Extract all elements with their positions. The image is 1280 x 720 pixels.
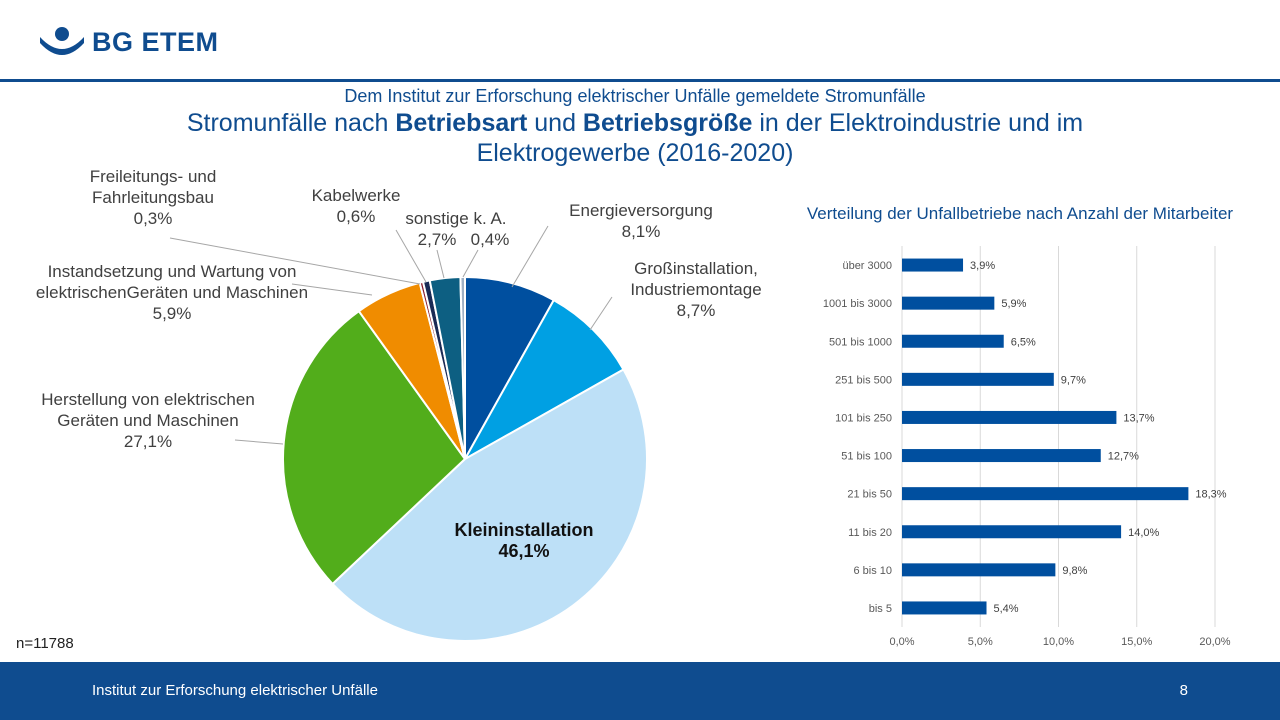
- x-tick-label: 0,0%: [889, 636, 914, 648]
- bar-value-label: 5,9%: [1001, 298, 1026, 310]
- pie-slice-label: sonstige 2,7%: [392, 208, 482, 250]
- y-category-label: 51 bis 100: [841, 451, 892, 463]
- title-part: und: [527, 109, 583, 137]
- bar-value-label: 9,8%: [1062, 565, 1087, 577]
- pie-slice-name: Kabelwerke: [311, 186, 401, 205]
- y-category-label: 101 bis 250: [835, 412, 892, 424]
- leader-line: [169, 237, 421, 285]
- leader-line: [395, 229, 427, 283]
- bar: [902, 563, 1056, 577]
- title-part: Stromunfälle nach: [186, 109, 396, 137]
- sample-size-label: n=11788: [16, 635, 74, 652]
- leader-line: [291, 283, 373, 296]
- pie-slice-label: Kabelwerke 0,6%: [296, 185, 416, 227]
- bar: [902, 410, 1117, 424]
- bar: [902, 525, 1122, 539]
- pie-slice-value: 46,1%: [498, 541, 550, 561]
- bar: [902, 258, 964, 272]
- bar: [902, 449, 1101, 463]
- y-category-label: 11 bis 20: [848, 527, 892, 539]
- pie-slice-name: Großinstallation, Industriemontage: [630, 259, 762, 299]
- bar-value-label: 13,7%: [1123, 412, 1154, 424]
- pie-slice-label: k. A. 0,4%: [460, 208, 520, 250]
- bar: [902, 601, 987, 615]
- bar-value-label: 3,9%: [970, 260, 995, 272]
- y-category-label: 501 bis 1000: [829, 336, 892, 348]
- pie-slice-label: Großinstallation, Industriemontage 8,7%: [606, 258, 786, 321]
- bar-chart: 0,0% 5,0% 10,0% 15,0% 20,0% über 3000 3,9% 1001…: [823, 246, 1231, 648]
- slide-subtitle: Dem Institut zur Erforschung elektrische…: [344, 86, 926, 106]
- slide-footer: Institut zur Erforschung elektrischer Un…: [0, 662, 1280, 720]
- bar-value-label: 12,7%: [1108, 451, 1139, 463]
- bar-value-label: 14,0%: [1128, 527, 1159, 539]
- pie-slice-value: 0,6%: [336, 207, 376, 226]
- bar-value-label: 9,7%: [1061, 374, 1086, 386]
- pie-slice-name: Herstellung von elektrischen Geräten und…: [41, 390, 255, 430]
- slide-title: Stromunfälle nach Betriebsart und Betrie…: [140, 108, 1130, 168]
- bar: [902, 487, 1189, 501]
- bar: [902, 334, 1004, 348]
- pie-slice-label: Energieversorgung 8,1%: [551, 200, 731, 242]
- bar-value-label: 6,5%: [1011, 336, 1036, 348]
- footer-text: Institut zur Erforschung elektrischer Un…: [92, 682, 378, 699]
- bar-value-label: 18,3%: [1195, 489, 1226, 501]
- pie-slice-label: Freileitungs- und Fahrleitungsbau 0,3%: [53, 166, 253, 229]
- leader-line: [436, 249, 445, 279]
- bar: [902, 296, 995, 310]
- pie-slice: [462, 298, 625, 462]
- pie-chart: [169, 225, 648, 642]
- slide-header: BG ETEM: [0, 0, 1280, 82]
- pie-slice: [282, 309, 467, 586]
- eagle-logo-icon: [40, 27, 84, 55]
- pie-slice-value: 27,1%: [123, 432, 173, 451]
- x-tick-label: 20,0%: [1199, 636, 1230, 648]
- pie-slice-value: 8,7%: [676, 301, 716, 320]
- leader-line: [589, 296, 613, 331]
- pie-slice-value: 0,3%: [133, 209, 173, 228]
- pie-slice-value: 8,1%: [621, 222, 661, 241]
- leader-line: [234, 439, 284, 445]
- y-category-label: 21 bis 50: [847, 489, 892, 501]
- pie-slice-value: 5,9%: [152, 304, 192, 323]
- pie-slice-label: Instandsetzung und Wartung von elektrisc…: [22, 261, 322, 324]
- title-bold-betriebsart: Betriebsart: [395, 109, 528, 137]
- leader-line: [462, 249, 479, 278]
- title-part: in der Elektroindustrie und im Elektroge…: [476, 109, 1084, 167]
- y-category-label: 6 bis 10: [853, 565, 892, 577]
- y-category-label: 1001 bis 3000: [823, 298, 892, 310]
- logo-text: BG ETEM: [92, 26, 219, 57]
- pie-slice-name: Kleininstallation: [454, 520, 594, 540]
- pie-slice-name: k. A.: [473, 209, 507, 228]
- bar: [902, 372, 1054, 386]
- pie-slice-name: Energieversorgung: [569, 201, 713, 220]
- x-tick-label: 5,0%: [968, 636, 993, 648]
- x-tick-label: 10,0%: [1043, 636, 1074, 648]
- y-category-label: über 3000: [842, 260, 892, 272]
- header-rule: [0, 79, 1280, 82]
- page-number: 8: [1179, 682, 1188, 699]
- pie-slice-name: Freileitungs- und Fahrleitungsbau: [89, 167, 217, 207]
- bg-etem-logo: BG ETEM: [40, 24, 219, 60]
- pie-slice: [459, 275, 466, 460]
- bar-value-label: 5,4%: [994, 603, 1019, 615]
- pie-slice: [464, 275, 556, 463]
- x-tick-label: 15,0%: [1121, 636, 1152, 648]
- pie-slice-value: 0,4%: [470, 230, 510, 249]
- pie-slice-name: sonstige: [405, 209, 469, 228]
- pie-slice-label: Herstellung von elektrischen Geräten und…: [28, 389, 268, 452]
- leader-line: [511, 225, 549, 288]
- bar-chart-title: Verteilung der Unfallbetriebe nach Anzah…: [806, 204, 1234, 223]
- pie-slice-name: Instandsetzung und Wartung von elektrisc…: [35, 262, 309, 302]
- y-category-label: bis 5: [869, 603, 892, 615]
- y-category-label: 251 bis 500: [835, 374, 892, 386]
- pie-slice: [331, 368, 648, 642]
- pie-slice-label: Kleininstallation 46,1%: [414, 520, 634, 562]
- pie-slice-value: 2,7%: [417, 230, 457, 249]
- title-bold-betriebsgroesse: Betriebsgröße: [582, 109, 753, 137]
